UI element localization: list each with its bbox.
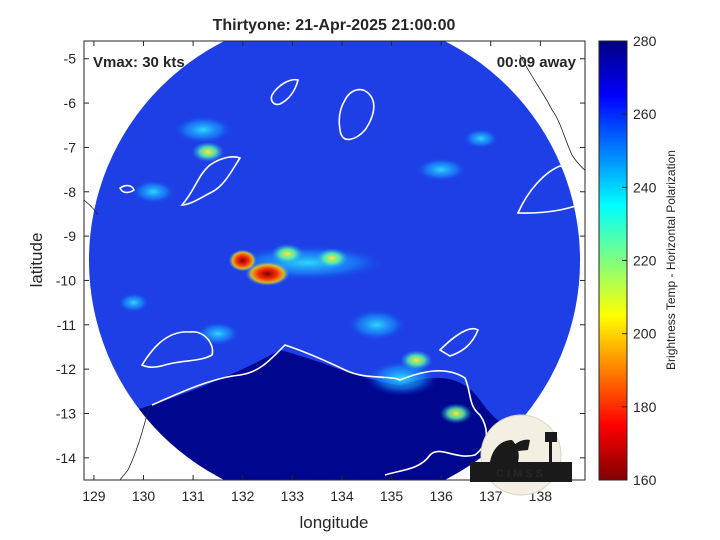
colorbar-tick-label: 240 bbox=[633, 179, 657, 195]
x-axis: 129 130 131 132 133 134 135 136 137 138 bbox=[82, 41, 552, 504]
colorbar-tick-label: 260 bbox=[633, 106, 657, 122]
warm-patch bbox=[117, 292, 150, 313]
y-axis: -5 -6 -7 -8 -9 -10 -11 -12 -13 -14 bbox=[56, 51, 585, 466]
x-tick-label: 133 bbox=[281, 488, 305, 504]
coastlines bbox=[119, 78, 585, 476]
cold-feature-0 bbox=[245, 261, 290, 286]
x-tick-label: 129 bbox=[82, 488, 106, 504]
warm-patch bbox=[346, 308, 407, 341]
y-tick-label: -10 bbox=[56, 272, 76, 288]
x-tick-label: 130 bbox=[132, 488, 156, 504]
x-tick-label: 132 bbox=[231, 488, 255, 504]
colorbar-tick-label: 180 bbox=[633, 399, 657, 415]
tower-icon bbox=[545, 432, 557, 442]
x-tick-label: 134 bbox=[330, 488, 354, 504]
cold-feature-4 bbox=[440, 403, 473, 424]
cold-feature-2 bbox=[316, 248, 349, 269]
y-tick-label: -7 bbox=[64, 139, 77, 155]
cold-feature-3 bbox=[271, 243, 304, 264]
y-tick-label: -6 bbox=[64, 95, 77, 111]
y-tick-label: -14 bbox=[56, 450, 76, 466]
y-tick-label: -11 bbox=[57, 317, 76, 333]
warm-patch bbox=[195, 321, 240, 346]
cimss-logo: CIMSS bbox=[470, 414, 572, 496]
x-tick-label: 135 bbox=[380, 488, 404, 504]
time-away-label: 00:09 away bbox=[497, 54, 577, 71]
radar-dish-icon bbox=[490, 440, 519, 462]
y-tick-label: -12 bbox=[56, 361, 76, 377]
chart-title: Thirtyone: 21-Apr-2025 21:00:00 bbox=[213, 17, 456, 34]
warm-patch bbox=[462, 128, 499, 149]
plot-frame bbox=[83, 40, 586, 481]
y-axis-label: latitude bbox=[27, 233, 46, 288]
warm-patch bbox=[173, 115, 234, 144]
y-tick-label: -5 bbox=[64, 51, 77, 67]
cold-feature-6 bbox=[192, 141, 225, 162]
colorbar-tick-label: 280 bbox=[633, 33, 657, 49]
colorbar-tick-label: 220 bbox=[633, 253, 657, 269]
logo-text: CIMSS bbox=[496, 468, 546, 480]
plot-area bbox=[84, 41, 585, 480]
vmax-label: Vmax: 30 kts bbox=[93, 54, 185, 71]
colorbar-label: Brightness Temp - Horizontal Polarizatio… bbox=[664, 150, 678, 370]
x-tick-label: 131 bbox=[181, 488, 205, 504]
cold-feature-5 bbox=[400, 350, 433, 371]
y-tick-label: -9 bbox=[64, 228, 77, 244]
outer-coastlines bbox=[84, 54, 585, 480]
y-tick-label: -8 bbox=[64, 184, 77, 200]
x-tick-label: 137 bbox=[479, 488, 503, 504]
cold-feature-1 bbox=[228, 249, 257, 272]
x-axis-label: longitude bbox=[299, 513, 368, 532]
warm-patch bbox=[415, 157, 468, 182]
x-tick-label: 136 bbox=[429, 488, 453, 504]
y-tick-label: -13 bbox=[56, 405, 76, 421]
warm-patch bbox=[131, 179, 176, 204]
colorbar-tick-label: 200 bbox=[633, 326, 657, 342]
colorbar-tick-label: 160 bbox=[633, 472, 657, 488]
colorbar-ticks: 160 180 200 220 240 260 280 bbox=[622, 33, 657, 488]
